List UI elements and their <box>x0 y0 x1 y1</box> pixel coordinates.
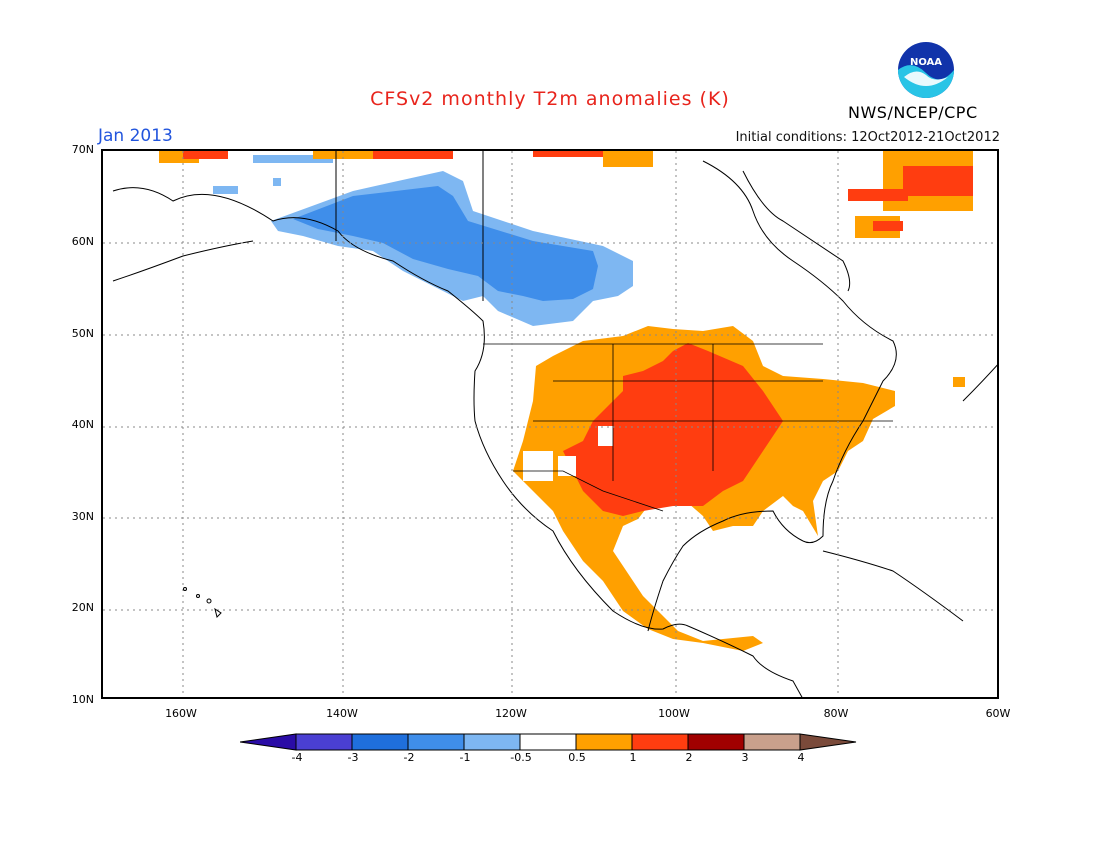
colorbar-label: 1 <box>629 751 637 764</box>
colorbar-swatch <box>295 733 353 751</box>
lat-label: 30N <box>71 510 94 523</box>
colorbar-label: -2 <box>403 751 415 764</box>
anomaly-map <box>101 149 999 699</box>
colorbar-swatch <box>519 733 577 751</box>
colorbar-label: -0.5 <box>510 751 532 764</box>
colorbar-label: 2 <box>685 751 693 764</box>
map-title: CFSv2 monthly T2m anomalies (K) <box>370 88 730 110</box>
colorbar-swatch <box>631 733 689 751</box>
graticule <box>103 151 997 697</box>
agency-label: NWS/NCEP/CPC <box>848 103 978 122</box>
lat-label: 70N <box>71 143 94 156</box>
colorbar-max-triangle <box>799 733 857 751</box>
colorbar-swatch <box>575 733 633 751</box>
logo-text: NOAA <box>910 57 942 68</box>
colorbar-swatch <box>687 733 745 751</box>
borders <box>483 343 893 512</box>
colorbar-label: 0.5 <box>568 751 586 764</box>
colorbar-swatch <box>463 733 521 751</box>
coastlines <box>112 151 997 697</box>
colorbar-label: 3 <box>741 751 749 764</box>
map-svg <box>103 151 997 697</box>
month-label: Jan 2013 <box>98 126 173 146</box>
colorbar-swatch <box>407 733 465 751</box>
positive-anomaly-region <box>159 151 973 651</box>
lon-label: 100W <box>658 707 690 720</box>
hawaii-islands <box>183 587 222 618</box>
colorbar-min-triangle <box>240 733 297 751</box>
lat-label: 40N <box>71 418 94 431</box>
lon-label: 60W <box>985 707 1011 720</box>
lon-label: 160W <box>165 707 197 720</box>
lon-label: 120W <box>495 707 527 720</box>
lat-label: 10N <box>71 693 94 706</box>
colorbar-label: -3 <box>347 751 359 764</box>
lat-label: 20N <box>71 601 94 614</box>
lat-label: 50N <box>71 327 94 340</box>
colorbar-swatch <box>351 733 409 751</box>
noaa-logo: NOAA <box>898 42 954 98</box>
colorbar-swatch <box>743 733 801 751</box>
lon-label: 80W <box>823 707 849 720</box>
colorbar-label: -1 <box>459 751 471 764</box>
lat-label: 60N <box>71 235 94 248</box>
colorbar <box>240 733 857 751</box>
lon-label: 140W <box>326 707 358 720</box>
colorbar-label: 4 <box>797 751 805 764</box>
negative-anomaly-region <box>213 155 633 326</box>
initial-conditions-label: Initial conditions: 12Oct2012-21Oct2012 <box>735 130 1000 145</box>
colorbar-label: -4 <box>291 751 303 764</box>
